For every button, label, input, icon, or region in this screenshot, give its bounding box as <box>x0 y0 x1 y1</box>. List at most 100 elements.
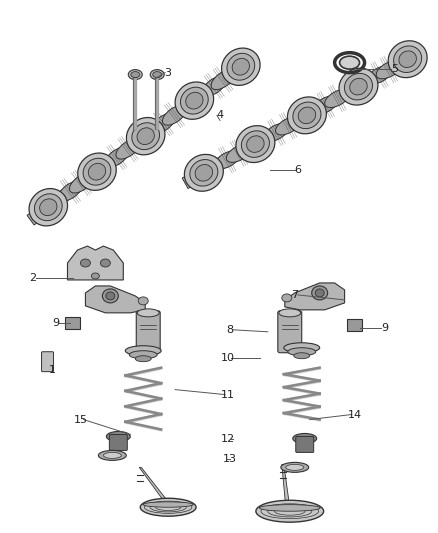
Ellipse shape <box>125 346 161 356</box>
Ellipse shape <box>184 155 223 191</box>
Ellipse shape <box>129 351 157 359</box>
FancyBboxPatch shape <box>278 311 302 353</box>
Ellipse shape <box>276 117 301 135</box>
Text: 10: 10 <box>221 353 235 363</box>
Ellipse shape <box>312 286 328 300</box>
Polygon shape <box>139 467 170 504</box>
Ellipse shape <box>186 92 203 109</box>
Ellipse shape <box>293 433 317 443</box>
Ellipse shape <box>70 173 93 193</box>
Ellipse shape <box>211 70 235 90</box>
Ellipse shape <box>313 96 338 114</box>
Ellipse shape <box>106 432 130 441</box>
FancyBboxPatch shape <box>42 352 53 372</box>
Ellipse shape <box>35 194 62 221</box>
Ellipse shape <box>127 117 165 155</box>
FancyBboxPatch shape <box>346 319 361 331</box>
Ellipse shape <box>175 82 214 119</box>
Ellipse shape <box>105 147 129 167</box>
Ellipse shape <box>99 450 126 461</box>
Ellipse shape <box>279 309 301 317</box>
Text: 5: 5 <box>391 63 398 74</box>
Ellipse shape <box>135 356 151 362</box>
Ellipse shape <box>150 70 164 79</box>
Ellipse shape <box>81 259 90 267</box>
Text: 11: 11 <box>221 390 235 400</box>
Ellipse shape <box>106 292 115 300</box>
Ellipse shape <box>137 309 159 317</box>
Ellipse shape <box>195 165 212 181</box>
Text: 15: 15 <box>74 415 88 424</box>
Ellipse shape <box>29 189 67 226</box>
Ellipse shape <box>399 51 417 68</box>
Ellipse shape <box>298 107 316 124</box>
Ellipse shape <box>232 58 250 75</box>
Ellipse shape <box>236 126 275 163</box>
Ellipse shape <box>138 297 148 305</box>
Ellipse shape <box>388 41 427 78</box>
Polygon shape <box>182 47 422 189</box>
Ellipse shape <box>190 159 218 186</box>
Text: 3: 3 <box>165 68 172 78</box>
Ellipse shape <box>288 348 316 356</box>
Polygon shape <box>282 464 290 507</box>
Text: 1: 1 <box>49 365 56 375</box>
Ellipse shape <box>162 105 187 125</box>
Ellipse shape <box>350 78 367 95</box>
Text: 13: 13 <box>223 455 237 464</box>
Ellipse shape <box>140 498 196 516</box>
Ellipse shape <box>116 139 140 159</box>
Ellipse shape <box>339 56 360 69</box>
Ellipse shape <box>153 71 162 78</box>
Ellipse shape <box>284 343 320 353</box>
Ellipse shape <box>58 181 82 201</box>
Polygon shape <box>27 54 255 225</box>
Ellipse shape <box>83 158 111 185</box>
Ellipse shape <box>100 259 110 267</box>
FancyBboxPatch shape <box>296 437 314 453</box>
Ellipse shape <box>282 294 292 302</box>
Ellipse shape <box>132 123 159 150</box>
Ellipse shape <box>222 48 260 85</box>
Ellipse shape <box>394 46 422 72</box>
Ellipse shape <box>344 74 372 100</box>
Ellipse shape <box>247 136 264 152</box>
Ellipse shape <box>294 353 310 359</box>
FancyBboxPatch shape <box>66 317 81 329</box>
Ellipse shape <box>152 114 175 133</box>
Ellipse shape <box>264 123 289 141</box>
FancyBboxPatch shape <box>136 311 160 353</box>
Ellipse shape <box>128 70 142 79</box>
Ellipse shape <box>286 464 304 470</box>
Ellipse shape <box>376 61 402 79</box>
Ellipse shape <box>227 53 255 80</box>
Text: 14: 14 <box>347 409 362 419</box>
Ellipse shape <box>39 199 57 216</box>
Ellipse shape <box>215 151 240 169</box>
Text: 8: 8 <box>226 325 233 335</box>
Ellipse shape <box>287 97 326 134</box>
Ellipse shape <box>259 505 320 511</box>
Text: 4: 4 <box>216 110 223 120</box>
Ellipse shape <box>281 462 309 472</box>
Text: 9: 9 <box>381 323 388 333</box>
Ellipse shape <box>137 128 154 144</box>
Ellipse shape <box>202 76 226 96</box>
Text: 6: 6 <box>294 165 301 175</box>
Ellipse shape <box>256 500 324 522</box>
Ellipse shape <box>315 289 324 297</box>
Ellipse shape <box>78 153 116 190</box>
Ellipse shape <box>226 144 252 163</box>
Ellipse shape <box>241 131 269 157</box>
FancyBboxPatch shape <box>110 434 127 450</box>
Ellipse shape <box>131 71 140 78</box>
Text: 2: 2 <box>29 273 36 283</box>
Text: 12: 12 <box>221 434 235 445</box>
Polygon shape <box>285 283 345 310</box>
Ellipse shape <box>88 163 106 180</box>
Text: 9: 9 <box>52 318 59 328</box>
Ellipse shape <box>103 453 121 458</box>
Ellipse shape <box>180 87 208 114</box>
Polygon shape <box>85 286 145 313</box>
Polygon shape <box>67 246 124 280</box>
